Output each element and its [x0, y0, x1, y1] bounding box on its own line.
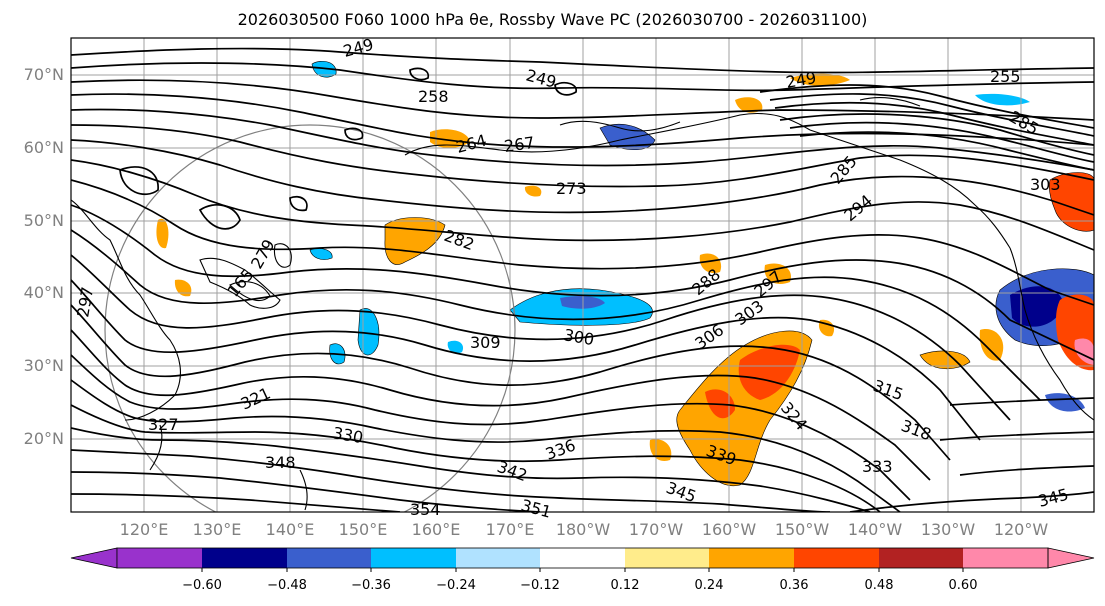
- negative-anomaly-patch: [1045, 393, 1085, 412]
- lon-label-150w: 150°W: [774, 520, 830, 539]
- contour-label: 165: [224, 265, 258, 301]
- lon-label-130w: 130°W: [920, 520, 976, 539]
- colorbar-swatch: [117, 548, 202, 568]
- contour-label: 351: [519, 496, 553, 522]
- contour-label: 273: [556, 179, 587, 198]
- colorbar-swatch: [371, 548, 456, 568]
- positive-anomaly-patch: [524, 185, 542, 197]
- colorbar-swatch: [202, 548, 287, 568]
- contour-label: 249: [784, 68, 817, 92]
- colorbar-tick-label: 0.24: [694, 578, 724, 593]
- contour-label: 309: [470, 333, 501, 352]
- contour-label: 267: [503, 133, 536, 156]
- lat-label-40n: 40°N: [23, 283, 64, 302]
- colorbar-tick-label: −0.60: [182, 578, 222, 593]
- lon-label-170e: 170°E: [485, 520, 535, 539]
- positive-anomaly-patch: [738, 344, 800, 400]
- contour-label: 258: [418, 87, 449, 106]
- colorbar-swatch: [879, 548, 963, 568]
- lon-label-150e: 150°E: [338, 520, 388, 539]
- contour-label: 255: [990, 67, 1021, 86]
- positive-anomaly-patch: [649, 439, 672, 461]
- contour-label: 354: [410, 500, 441, 519]
- colorbar: [70, 547, 1095, 572]
- negative-anomaly-patch: [357, 308, 380, 356]
- colorbar-extend-low: [70, 547, 118, 569]
- contour-label: 297: [73, 285, 97, 318]
- positive-anomaly-patch: [699, 253, 722, 274]
- contour-label: 345: [1036, 485, 1070, 511]
- contour-label: 318: [899, 416, 934, 444]
- positive-anomaly-patch: [156, 218, 169, 249]
- colorbar-swatch: [794, 548, 879, 568]
- colorbar-extend-high: [1047, 547, 1095, 569]
- positive-anomaly-patch: [174, 279, 192, 297]
- positive-anomaly-patch: [1048, 172, 1094, 232]
- colorbar-swatch: [709, 548, 794, 568]
- colorbar-tick-label: 0.60: [948, 578, 978, 593]
- colorbar-swatch: [287, 548, 371, 568]
- colorbar-tick-label: 0.48: [864, 578, 894, 593]
- lat-label-50n: 50°N: [23, 211, 64, 230]
- colorbar-swatch: [456, 548, 540, 568]
- negative-anomaly-patch: [447, 340, 464, 354]
- colorbar-swatch: [625, 548, 709, 568]
- lon-label-120w: 120°W: [993, 520, 1049, 539]
- lon-label-140e: 140°E: [265, 520, 315, 539]
- negative-anomaly-patch: [311, 61, 337, 78]
- map-plot-area: [71, 38, 1094, 512]
- colorbar-swatch: [540, 548, 625, 568]
- lon-label-160w: 160°W: [701, 520, 757, 539]
- contour-label: 333: [862, 457, 893, 476]
- contour-label: 348: [265, 453, 296, 472]
- map-title: 2026030500 F060 1000 hPa θe, Rossby Wave…: [237, 10, 868, 29]
- contour-labels: 249 249 249 258 264 267 273 282 285 294 …: [73, 35, 1070, 522]
- lon-label-170w: 170°W: [628, 520, 684, 539]
- colorbar-tick-label: −0.48: [267, 578, 307, 593]
- negative-anomaly-patch: [309, 248, 333, 260]
- negative-anomaly-patch: [1010, 286, 1064, 327]
- contour-label: 321: [238, 383, 274, 413]
- contour-label: 306: [691, 320, 727, 353]
- positive-anomaly-patch: [818, 319, 835, 337]
- contour-label: 330: [331, 423, 364, 447]
- colorbar-tick-label: −0.36: [351, 578, 391, 593]
- contour-label: 315: [871, 376, 906, 404]
- lon-label-130e: 130°E: [192, 520, 242, 539]
- colorbar-tick-label: 0.36: [779, 578, 809, 593]
- lat-label-30n: 30°N: [23, 356, 64, 375]
- colorbar-tick-label: −0.24: [436, 578, 476, 593]
- positive-anomaly-patch: [384, 217, 446, 265]
- colorbar-tick-label: −0.12: [520, 578, 560, 593]
- colorbar-tick-label: 0.12: [610, 578, 640, 593]
- reference-circle: [104, 124, 516, 512]
- map-frame: [70, 37, 1095, 513]
- contour-label: 282: [442, 226, 477, 254]
- positive-anomaly-patch: [735, 97, 763, 113]
- colorbar-swatch: [963, 548, 1048, 568]
- contour-label: 327: [148, 415, 179, 434]
- contour-label: 294: [840, 191, 876, 225]
- contour-label: 303: [1030, 175, 1061, 194]
- positive-anomaly-patch: [764, 263, 791, 285]
- negative-anomaly-patch: [975, 93, 1030, 106]
- lon-label-120e: 120°E: [119, 520, 169, 539]
- positive-anomaly-patch: [790, 73, 850, 86]
- theta-e-contours: [71, 47, 1094, 512]
- lon-label-160e: 160°E: [411, 520, 461, 539]
- lon-label-140w: 140°W: [847, 520, 903, 539]
- positive-anomaly-patch: [430, 129, 470, 148]
- positive-anomaly-patch: [979, 329, 1004, 361]
- lat-label-20n: 20°N: [23, 429, 64, 448]
- coastlines: [71, 97, 1094, 511]
- contour-label: 300: [562, 325, 595, 349]
- lat-label-70n: 70°N: [23, 65, 64, 84]
- lon-label-180w: 180°W: [555, 520, 611, 539]
- lat-label-60n: 60°N: [23, 138, 64, 157]
